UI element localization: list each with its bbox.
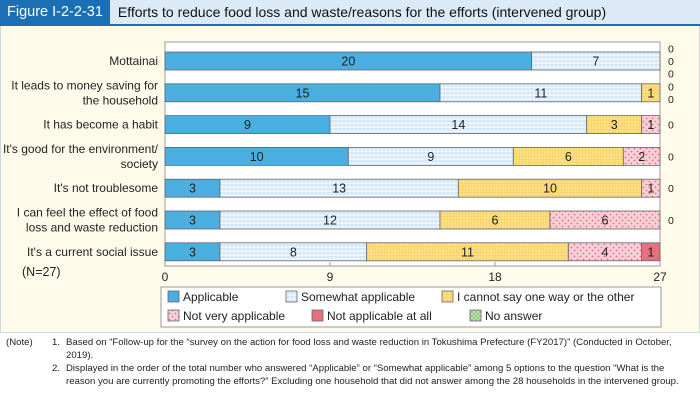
note-text: Based on “Follow-up for the “survey on t… [66, 337, 672, 361]
data-label: 12 [323, 214, 337, 228]
note-number: 2. [52, 363, 61, 374]
zero-label: 0 [668, 44, 674, 56]
note-label: (Note) [6, 337, 33, 348]
data-label: 1 [647, 86, 654, 100]
bar-segment [641, 83, 661, 103]
data-label: 4 [602, 245, 609, 259]
data-label: 20 [341, 55, 355, 69]
figure-header: Figure I-2-2-31 Efforts to reduce food l… [0, 0, 700, 26]
category-label: I can feel the effect of food [17, 206, 158, 220]
legend-swatch [167, 309, 180, 322]
legend-swatch [441, 290, 454, 303]
legend-label: Somewhat applicable [301, 290, 415, 304]
bar-segment [641, 178, 661, 198]
bar-segment [622, 146, 661, 166]
data-label: 10 [250, 150, 264, 164]
legend [160, 286, 662, 328]
data-label: 6 [565, 150, 572, 164]
zero-label: 0 [668, 69, 674, 81]
legend-label: I cannot say one way or the other [457, 290, 634, 304]
data-label: 3 [189, 182, 196, 196]
zero-label: 0 [668, 94, 674, 106]
data-label: 13 [332, 182, 346, 196]
category-label: loss and waste reduction [26, 221, 158, 235]
category-label: It's not troublesome [54, 181, 159, 195]
zero-label: 0 [668, 120, 674, 132]
x-tick-label: 18 [488, 270, 502, 284]
data-label: 11 [461, 245, 474, 259]
category-label: society [121, 157, 158, 171]
data-label: 6 [492, 214, 499, 228]
sample-size-annotation: (N=27) [22, 265, 61, 279]
bar-segment [641, 115, 661, 134]
data-label: 6 [602, 214, 609, 228]
legend-label: No answer [485, 309, 542, 323]
bar-segment [641, 242, 661, 262]
figure-label: Figure I-2-2-31 [0, 0, 110, 24]
legend-label: Applicable [183, 290, 239, 304]
data-label: 1 [647, 245, 654, 259]
data-label: 3 [189, 245, 196, 259]
data-label: 3 [611, 118, 618, 132]
notes: (Note) 1. Based on “Follow-up for the “sur… [6, 336, 696, 388]
x-tick-label: 9 [327, 270, 334, 284]
category-label: the household [83, 93, 158, 107]
data-label: 14 [451, 118, 465, 132]
figure-title: Efforts to reduce food loss and waste/re… [117, 4, 607, 20]
data-label: 11 [534, 86, 547, 100]
data-label: 15 [296, 86, 310, 100]
bar-segment [549, 210, 661, 230]
zero-label: 0 [668, 56, 674, 68]
data-label: 9 [427, 150, 434, 164]
legend-swatch [311, 309, 324, 322]
bar-segment [531, 51, 661, 71]
legend-swatch [167, 290, 180, 303]
zero-label: 0 [668, 215, 674, 227]
data-label: 1 [647, 182, 654, 196]
x-tick-label: 27 [653, 270, 667, 284]
zero-label: 0 [668, 82, 674, 94]
note-number: 1. [52, 337, 61, 348]
zero-label: 0 [668, 183, 674, 195]
data-label: 3 [189, 214, 196, 228]
data-label: 8 [290, 245, 297, 259]
data-label: 10 [543, 182, 557, 196]
zero-label: 0 [668, 151, 674, 163]
category-label: It's good for the environment/ [3, 142, 159, 156]
data-label: 9 [244, 118, 251, 132]
data-label: 7 [592, 55, 599, 69]
category-label: Mottainai [109, 54, 158, 68]
data-label: 1 [647, 118, 654, 132]
category-label: It leads to money saving for [11, 78, 158, 92]
legend-swatch [469, 309, 482, 322]
x-tick-label: 0 [162, 270, 169, 284]
legend-label: Not applicable at all [327, 309, 432, 323]
data-label: 2 [638, 150, 645, 164]
legend-swatch [285, 290, 298, 303]
note-text: Displayed in the order of the total numb… [66, 363, 679, 387]
category-label: It's a current social issue [27, 245, 158, 259]
category-label: It has become a habit [43, 118, 158, 132]
legend-label: Not very applicable [183, 309, 285, 323]
